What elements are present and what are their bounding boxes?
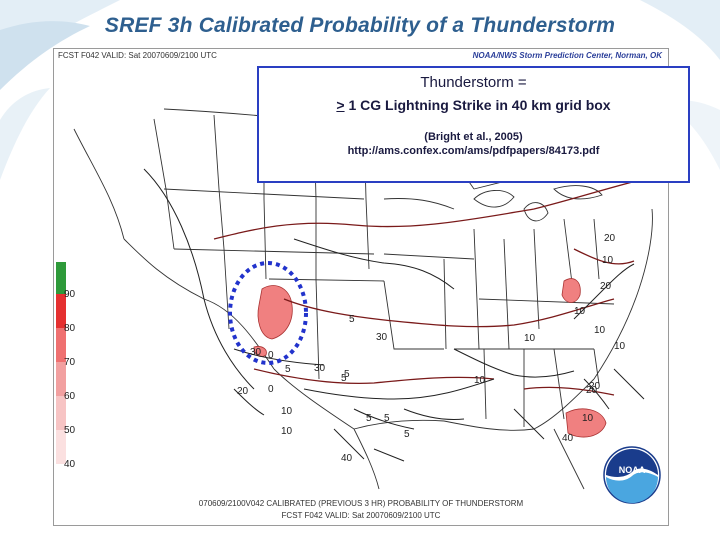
legend-swatch	[56, 396, 66, 430]
contour-label: 5	[384, 413, 390, 424]
contour-label: 10	[281, 426, 293, 437]
contour-label: 10	[281, 406, 293, 417]
definition-body: 1 CG Lightning Strike in 40 km grid box	[344, 97, 611, 113]
contour-label: 30	[376, 332, 388, 343]
contour-label: 5	[366, 413, 372, 424]
noaa-logo-text: NOAA	[619, 465, 646, 475]
noaa-logo: NOAA	[603, 446, 661, 504]
probability-legend	[56, 262, 70, 524]
contour-label: 5	[341, 373, 347, 384]
contour-label: 5	[285, 364, 291, 375]
legend-swatch	[56, 328, 66, 362]
contour-label: 5	[344, 369, 350, 380]
greater-equal-symbol: >	[336, 97, 345, 113]
contour-label: 20	[604, 233, 616, 244]
legend-label: 50	[64, 425, 76, 436]
definition-text: > 1 CG Lightning Strike in 40 km grid bo…	[259, 97, 688, 113]
contour-label: 10	[614, 341, 626, 352]
map-canvas: 20 10 20 10 5 30 10 10 20 10 20 10 0 10 …	[73, 108, 655, 490]
contour-label: 20	[589, 381, 601, 392]
reference-citation: (Bright et al., 2005)	[424, 131, 523, 143]
legend-swatch	[56, 294, 66, 328]
legend-label: 80	[64, 323, 76, 334]
slide-title: SREF 3h Calibrated Probability of a Thun…	[104, 14, 616, 37]
map-header-valid-time: FCST F042 VALID: Sat 20070609/2100 UTC	[58, 51, 217, 60]
contour-label: 5	[404, 429, 410, 440]
legend-swatch	[56, 262, 66, 294]
contour-label: 30	[314, 363, 326, 374]
legend-label: 40	[64, 459, 76, 470]
contour-label: 20	[237, 386, 249, 397]
contour-label: 0	[268, 350, 274, 361]
contour-label: 30	[250, 347, 262, 358]
legend-swatch	[56, 362, 66, 396]
contour-labels: 20 10 20 10 5 30 10 10 20 10 20 10 0 10 …	[237, 233, 626, 464]
contour-label: 40	[341, 453, 353, 464]
contour-label: 10	[524, 333, 536, 344]
reference-url[interactable]: http://ams.confex.com/ams/pdfpapers/8417…	[347, 145, 600, 157]
thunderstorm-definition-box: Thunderstorm = > 1 CG Lightning Strike i…	[257, 66, 690, 183]
map-header-source: NOAA/NWS Storm Prediction Center, Norman…	[472, 51, 662, 60]
contour-label: 10	[594, 325, 606, 336]
contour-label: 20	[586, 385, 598, 396]
contour-label: 0	[268, 384, 274, 395]
definition-title: Thunderstorm =	[420, 74, 527, 91]
legend-label: 60	[64, 391, 76, 402]
contour-label: 5	[349, 314, 355, 325]
contour-label: 10	[602, 255, 614, 266]
legend-swatch	[56, 430, 66, 464]
legend-label: 90	[64, 289, 76, 300]
contour-label: 10	[582, 413, 594, 424]
contour-label: 10	[574, 306, 586, 317]
contour-label: 10	[474, 375, 486, 386]
contour-label: 20	[600, 281, 612, 292]
map-footer-valid-time: FCST F042 VALID: Sat 20070609/2100 UTC	[281, 511, 441, 520]
map-footer-product: 070609/2100V042 CALIBRATED (PREVIOUS 3 H…	[198, 499, 524, 508]
highlight-circle	[228, 261, 308, 365]
legend-label: 70	[64, 357, 76, 368]
contour-label: 40	[562, 433, 574, 444]
